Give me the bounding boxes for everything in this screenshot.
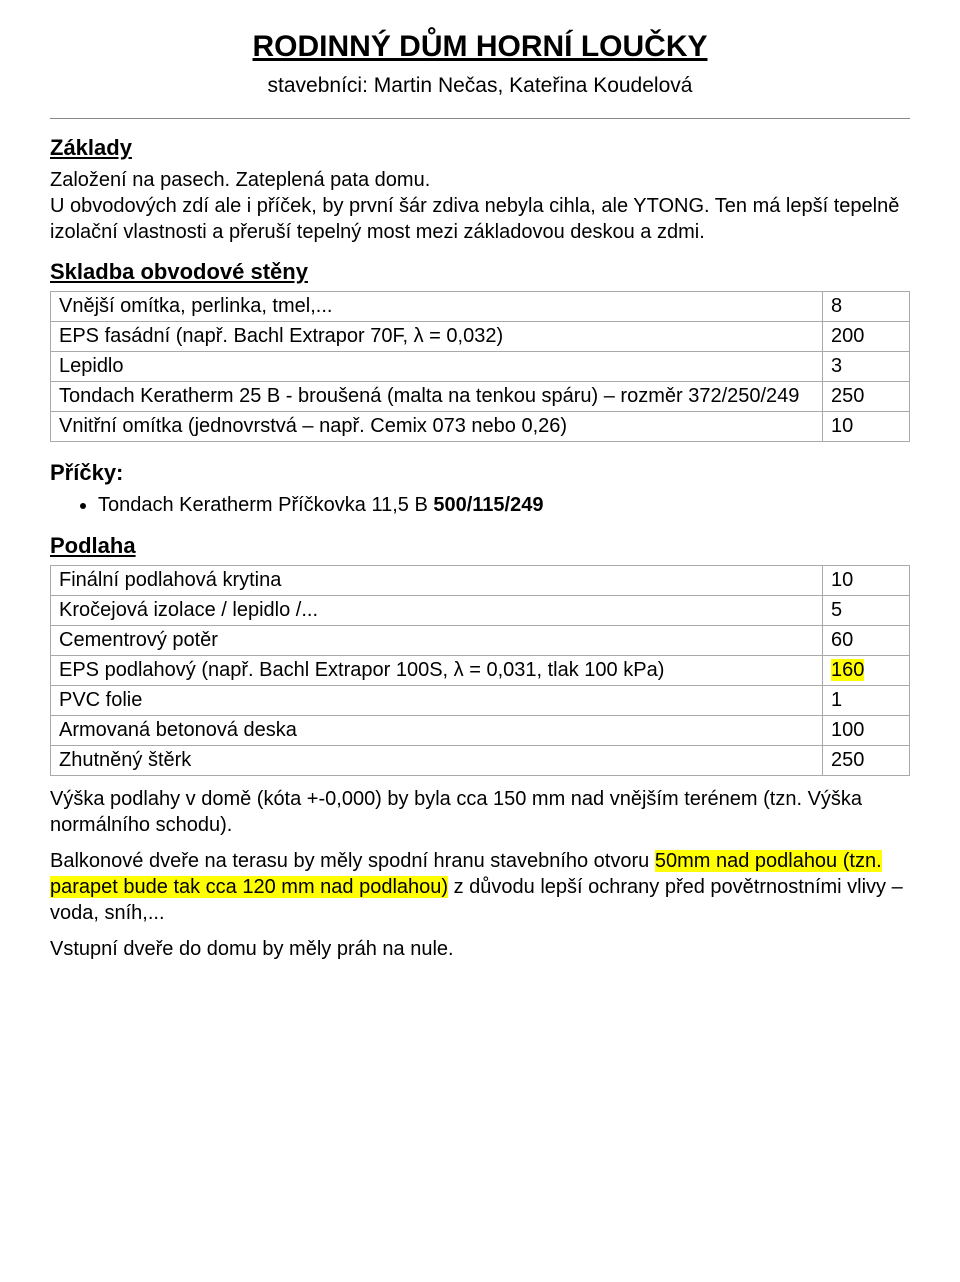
divider — [50, 118, 910, 119]
table-row: Zhutněný štěrk 250 — [51, 746, 910, 776]
document-title: RODINNÝ DŮM HORNÍ LOUČKY — [50, 30, 910, 64]
table-cell-label: EPS podlahový (např. Bachl Extrapor 100S… — [51, 656, 823, 686]
table-cell-value: 8 — [823, 292, 910, 322]
table-row: Tondach Keratherm 25 B - broušená (malta… — [51, 382, 910, 412]
list-item-text-prefix: Tondach Keratherm Příčkovka 11,5 B — [98, 494, 433, 516]
table-row: Vnitřní omítka (jednovrstvá – např. Cemi… — [51, 412, 910, 442]
section-heading-zaklady: Základy — [50, 135, 910, 161]
highlighted-value: 160 — [831, 659, 864, 681]
table-cell-value: 60 — [823, 626, 910, 656]
table-cell-value: 100 — [823, 716, 910, 746]
table-cell-value: 3 — [823, 352, 910, 382]
list-item: Tondach Keratherm Příčkovka 11,5 B 500/1… — [98, 492, 910, 519]
paragraph-closing-3: Vstupní dveře do domu by měly práh na nu… — [50, 936, 910, 962]
table-row: Finální podlahová krytina 10 — [51, 566, 910, 596]
table-cell-value: 10 — [823, 566, 910, 596]
table-row: EPS podlahový (např. Bachl Extrapor 100S… — [51, 656, 910, 686]
table-cell-label: Armovaná betonová deska — [51, 716, 823, 746]
paragraph-zaklady: Založení na pasech. Zateplená pata domu.… — [50, 167, 910, 245]
table-obvod: Vnější omítka, perlinka, tmel,... 8 EPS … — [50, 291, 910, 442]
table-cell-value: 250 — [823, 382, 910, 412]
table-cell-value: 250 — [823, 746, 910, 776]
table-row: Lepidlo 3 — [51, 352, 910, 382]
table-cell-value: 1 — [823, 686, 910, 716]
document-subtitle: stavebníci: Martin Nečas, Kateřina Koude… — [50, 74, 910, 98]
paragraph-closing-1: Výška podlahy v domě (kóta +-0,000) by b… — [50, 786, 910, 838]
table-cell-label: Zhutněný štěrk — [51, 746, 823, 776]
table-cell-label: Cementrový potěr — [51, 626, 823, 656]
table-cell-value: 5 — [823, 596, 910, 626]
table-cell-label: Vnitřní omítka (jednovrstvá – např. Cemi… — [51, 412, 823, 442]
section-heading-pricky: Příčky: — [50, 460, 910, 486]
table-cell-value: 10 — [823, 412, 910, 442]
section-heading-obvod: Skladba obvodové stěny — [50, 259, 910, 285]
table-cell-label: Lepidlo — [51, 352, 823, 382]
table-row: Kročejová izolace / lepidlo /... 5 — [51, 596, 910, 626]
table-cell-value: 160 — [823, 656, 910, 686]
paragraph-closing-2: Balkonové dveře na terasu by měly spodní… — [50, 848, 910, 926]
table-cell-label: EPS fasádní (např. Bachl Extrapor 70F, λ… — [51, 322, 823, 352]
table-row: Vnější omítka, perlinka, tmel,... 8 — [51, 292, 910, 322]
table-cell-label: Finální podlahová krytina — [51, 566, 823, 596]
text-plain: Balkonové dveře na terasu by měly spodní… — [50, 850, 655, 872]
table-row: PVC folie 1 — [51, 686, 910, 716]
list-pricky: Tondach Keratherm Příčkovka 11,5 B 500/1… — [50, 492, 910, 519]
table-podlaha: Finální podlahová krytina 10 Kročejová i… — [50, 565, 910, 776]
table-row: EPS fasádní (např. Bachl Extrapor 70F, λ… — [51, 322, 910, 352]
table-cell-value: 200 — [823, 322, 910, 352]
document-page: RODINNÝ DŮM HORNÍ LOUČKY stavebníci: Mar… — [0, 0, 960, 1282]
section-heading-podlaha: Podlaha — [50, 533, 910, 559]
table-cell-label: Vnější omítka, perlinka, tmel,... — [51, 292, 823, 322]
table-row: Cementrový potěr 60 — [51, 626, 910, 656]
table-cell-label: PVC folie — [51, 686, 823, 716]
table-row: Armovaná betonová deska 100 — [51, 716, 910, 746]
table-cell-label: Kročejová izolace / lepidlo /... — [51, 596, 823, 626]
table-cell-label: Tondach Keratherm 25 B - broušená (malta… — [51, 382, 823, 412]
list-item-text-bold: 500/115/249 — [433, 494, 543, 516]
